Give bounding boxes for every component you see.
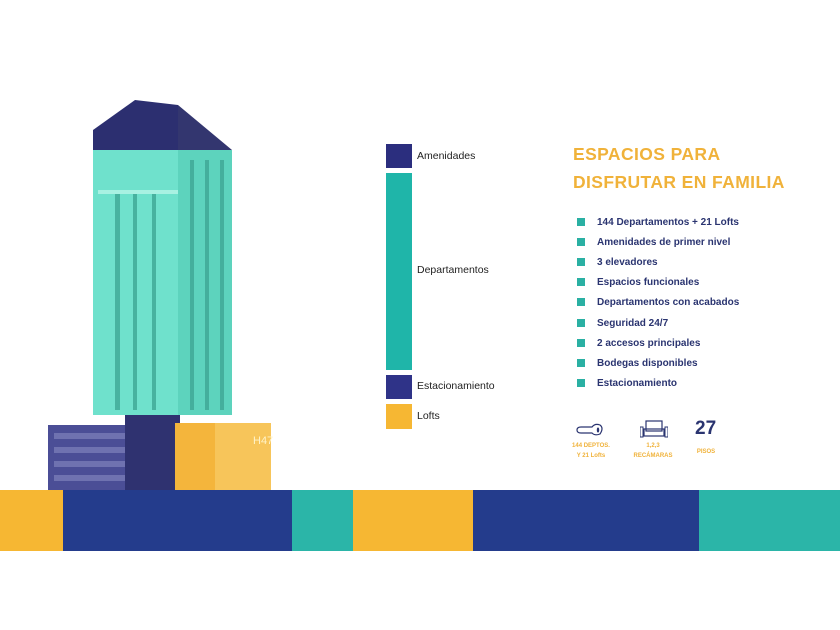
band-yellow-2 — [353, 490, 473, 551]
bullet-square-icon — [577, 278, 585, 287]
bullet-square-icon — [577, 238, 585, 247]
stat-units: 144 DEPTOS. Y 21 Lofts — [572, 443, 610, 459]
parking-core — [125, 415, 180, 490]
band-teal-2 — [699, 490, 840, 551]
feature-text: 2 accesos principales — [597, 337, 701, 349]
bullet-square-icon — [577, 338, 585, 347]
legend-swatch-lofts — [386, 404, 412, 429]
feature-item: Bodegas disponibles — [577, 358, 698, 369]
feature-item: Seguridad 24/7 — [577, 318, 668, 329]
building-sign: H47 — [253, 435, 273, 447]
feature-text: 3 elevadores — [597, 257, 658, 269]
legend-swatch-amenidades — [386, 144, 412, 168]
stat-bedrooms: 1,2,3 RECÁMARAS — [633, 443, 673, 459]
legend-label-lofts: Lofts — [417, 410, 440, 422]
feature-item: 144 Departamentos + 21 Lofts — [577, 217, 739, 228]
feature-text: Espacios funcionales — [597, 277, 700, 289]
feature-item: Estacionamiento — [577, 378, 677, 389]
heading-line-2: DISFRUTAR EN FAMILIA — [573, 172, 785, 192]
feature-text: Estacionamiento — [597, 377, 678, 389]
bullet-square-icon — [577, 218, 585, 226]
stat-floors-value: 27 — [695, 418, 717, 439]
band-teal-1 — [292, 490, 353, 551]
bullet-square-icon — [577, 318, 585, 327]
feature-item: Amenidades de primer nivel — [577, 237, 730, 248]
feature-text: Seguridad 24/7 — [597, 317, 669, 329]
heading-line-1: ESPACIOS PARA — [573, 144, 721, 164]
bullet-square-icon — [577, 378, 585, 387]
feature-item: Departamentos con acabados — [577, 297, 739, 308]
feature-text: Amenidades de primer nivel — [597, 237, 731, 249]
legend-label-departamentos: Departamentos — [417, 264, 489, 276]
bullet-square-icon — [577, 258, 585, 267]
band-navy-2 — [473, 490, 699, 551]
feature-text: Bodegas disponibles — [597, 357, 698, 369]
legend-label-amenidades: Amenidades — [417, 150, 476, 162]
bedroom-icon — [640, 420, 668, 438]
legend-swatch-departamentos — [386, 173, 412, 370]
key-icon — [576, 423, 603, 436]
feature-item: 2 accesos principales — [577, 338, 700, 349]
band-yellow-1 — [0, 490, 63, 551]
legend-swatch-estacionamiento — [386, 375, 412, 399]
legend-label-estacionamiento: Estacionamiento — [417, 380, 495, 392]
building-illustration: H47 — [48, 100, 273, 490]
feature-item: Espacios funcionales — [577, 277, 699, 288]
page-heading: ESPACIOS PARA DISFRUTAR EN FAMILIA — [573, 140, 785, 196]
bullet-square-icon — [577, 298, 585, 307]
feature-text: Departamentos con acabados — [597, 297, 740, 309]
band-navy-1 — [63, 490, 292, 551]
stat-floors-label: PISOS — [696, 449, 716, 455]
feature-text: 144 Departamentos + 21 Lofts — [597, 217, 739, 228]
feature-item: 3 elevadores — [577, 257, 658, 268]
bullet-square-icon — [577, 358, 585, 367]
